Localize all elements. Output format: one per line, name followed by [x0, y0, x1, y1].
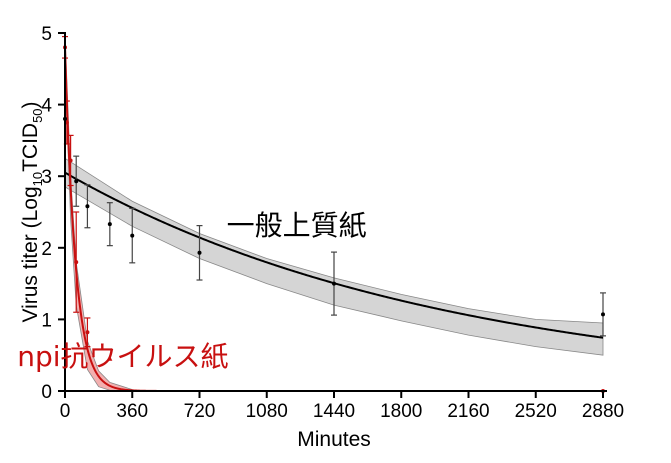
- data-point: [130, 233, 135, 238]
- y-tick-label: 0: [41, 382, 52, 403]
- x-tick-label: 360: [116, 401, 148, 422]
- y-tick-label: 4: [41, 96, 52, 117]
- y-tick-label: 1: [41, 310, 52, 331]
- x-tick-label: 2160: [447, 401, 489, 422]
- x-tick-label: 1800: [380, 401, 422, 422]
- y-tick-label: 3: [41, 167, 52, 188]
- data-point: [601, 312, 605, 317]
- y-axis-title-prefix: Virus titer (Log: [19, 186, 42, 322]
- x-tick-label: 2520: [515, 401, 557, 422]
- x-tick-label: 720: [184, 401, 216, 422]
- x-tick-label: 1080: [246, 401, 288, 422]
- data-point: [107, 355, 113, 361]
- annotation-antiviral-paper: npi抗ウイルス紙: [17, 340, 228, 373]
- x-tick-label: 0: [60, 401, 71, 422]
- y-tick-label: 2: [41, 239, 52, 260]
- data-point: [197, 250, 202, 255]
- data-point: [74, 179, 79, 184]
- data-point: [107, 222, 112, 227]
- data-point: [85, 330, 90, 335]
- axes: [64, 32, 607, 392]
- data-point: [332, 281, 336, 286]
- data-point: [68, 158, 73, 163]
- y-tick-label: 5: [41, 24, 52, 45]
- y-axis-title: Virus titer (Log10TCID50): [19, 101, 45, 322]
- data-point: [85, 204, 90, 209]
- y-axis-title-sub2: 50: [30, 108, 45, 122]
- x-ticks: 0 360 720 1080 1440 1800 2160 2520 2880: [60, 391, 624, 422]
- y-axis-title-sub1: 10: [30, 172, 45, 186]
- x-tick-label: 2880: [582, 401, 624, 422]
- error-bars: [62, 35, 606, 348]
- y-axis-title-mid: TCID: [19, 123, 42, 172]
- data-point: [74, 260, 79, 265]
- y-axis-title-suffix: ): [19, 101, 42, 108]
- x-tick-label: 1440: [313, 401, 355, 422]
- series-annotations: 一般上質紙 npi抗ウイルス紙: [17, 209, 366, 373]
- annotation-plain-paper: 一般上質紙: [227, 209, 367, 242]
- x-axis-title: Minutes: [297, 428, 371, 451]
- y-ticks: 0 1 2 3 4 5: [41, 24, 65, 403]
